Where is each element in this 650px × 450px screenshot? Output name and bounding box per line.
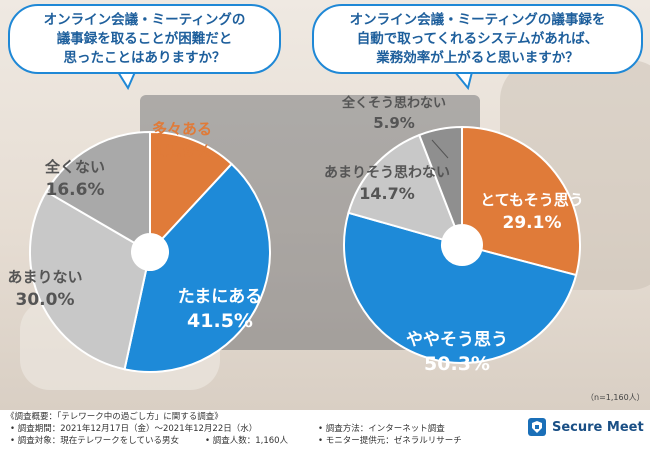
slice-label: 全くそう思わない (341, 95, 446, 111)
pie-center-hole (132, 234, 168, 270)
slice-label: たまにある (178, 287, 263, 307)
pie-chart-left (29, 130, 271, 373)
slice-label: ややそう思う (406, 330, 508, 350)
bubble-tail-right (452, 71, 474, 91)
survey-method: • 調査方法：インターネット調査 (318, 424, 445, 434)
slice-label: あまりない (7, 268, 82, 286)
slice-value: 29.1% (503, 213, 562, 233)
question-line: 自動で取ってくれるシステムがあれば、 (356, 30, 599, 47)
slice-label: とてもそう思う (480, 191, 584, 209)
sample-size: （n=1,160人） (586, 393, 645, 402)
survey-period: • 調査期間：2021年12月17日（金）～2021年12月22日（水） (10, 424, 258, 434)
question-line: オンライン会議・ミーティングの議事録を (349, 11, 606, 28)
survey-footer: 《調査概要：「テレワーク中の過ごし方」に関する調査》 • 調査期間：2021年1… (0, 410, 650, 450)
slice-value: 41.5% (187, 310, 253, 332)
survey-provider: • モニター提供元：ゼネラルリサーチ (318, 436, 462, 446)
charts-canvas: 多々ある 11.9% たまにある 41.5% あまりない 30.0% 全くない 16.6% とて… (7, 69, 584, 375)
question-bubble-left: オンライン会議・ミーティングの 議事録を取ることが困難だと 思ったことはあります… (8, 4, 281, 74)
question-line: 思ったことはありますか？ (63, 49, 226, 66)
bubble-tail-left (116, 71, 137, 91)
survey-target: • 調査対象：現在テレワークをしている男女 (10, 436, 179, 446)
slice-label: 多々ある (152, 120, 212, 138)
leader-line (431, 139, 449, 159)
question-line: オンライン会議・ミーティングの (43, 11, 246, 28)
slice-value: 14.7% (359, 184, 415, 203)
pie-slice (347, 133, 457, 241)
slice-label: あまりそう思わない (324, 165, 450, 181)
slice-label: 全くない (44, 158, 105, 176)
pie-chart-right (343, 125, 581, 364)
logo-text: Secure Meet (552, 419, 644, 435)
slice-value: 5.9% (373, 114, 415, 132)
logo-icon (528, 418, 546, 436)
question-line: 議事録を取ることが困難だと (56, 30, 233, 47)
survey-count: • 調査人数：1,160人 (205, 436, 289, 446)
survey-title: 《調査概要：「テレワーク中の過ごし方」に関する調査》 (6, 412, 223, 422)
question-line: 業務効率が上がると思いますか？ (376, 49, 579, 66)
slice-value: 30.0% (16, 290, 75, 310)
secure-meet-logo: Secure Meet (528, 418, 644, 436)
slice-value: 16.6% (46, 180, 105, 200)
pie-center-hole (442, 225, 482, 265)
question-bubble-right: オンライン会議・ミーティングの議事録を 自動で取ってくれるシステムがあれば、 業… (312, 4, 643, 74)
slice-value: 50.3% (424, 353, 490, 375)
slice-value: 11.9% (153, 142, 212, 162)
